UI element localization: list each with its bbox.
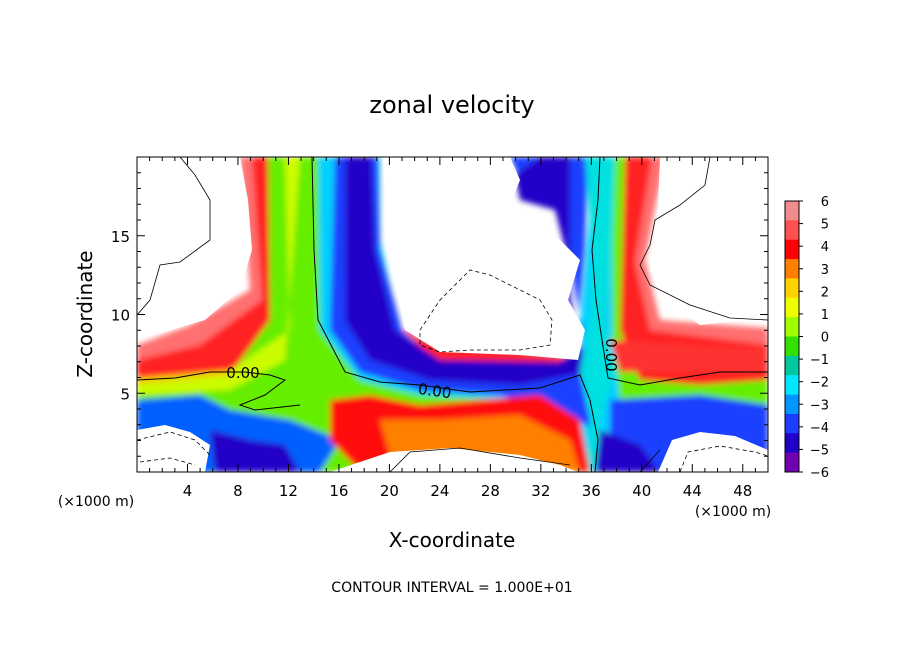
colorbar-label: −4 xyxy=(810,421,829,436)
colorbar-swatch xyxy=(785,413,799,434)
field-right-jet xyxy=(580,157,615,472)
y-tick-label: 5 xyxy=(120,385,130,403)
colorbar-label: 2 xyxy=(821,285,829,300)
x-tick-label: 36 xyxy=(582,482,601,500)
colorbar-label: 6 xyxy=(821,195,829,210)
x-tick-label: 40 xyxy=(632,482,651,500)
colorbar-swatch xyxy=(785,433,799,454)
colorbar-swatch xyxy=(785,297,799,318)
colorbar-label: −5 xyxy=(810,443,829,458)
colorbar-swatch xyxy=(785,336,799,357)
x-tick-label: 16 xyxy=(329,482,348,500)
plot-area: 0.00 0.00 0.00 4 8 12 16 20 24 28 32 36 40 44 48510… xyxy=(111,156,769,500)
x-tick-label: 20 xyxy=(380,482,399,500)
colorbar-swatch xyxy=(785,259,799,279)
colorbar-swatch xyxy=(785,452,799,473)
colorbar-label: 0 xyxy=(821,331,829,346)
contour-thin-bottom-center xyxy=(389,447,571,472)
x-tick-label: 8 xyxy=(233,482,243,500)
y-tick-label: 10 xyxy=(111,307,130,325)
contour-thin-upper-left xyxy=(137,157,211,316)
colorbar-label: −2 xyxy=(810,376,829,391)
colorbar-label: −6 xyxy=(810,466,829,481)
contour-dashed-bottom-left xyxy=(137,431,211,456)
colorbar-swatch xyxy=(785,375,799,396)
field-white-bottom-center xyxy=(330,448,578,472)
heatmap-field: 0.00 0.00 0.00 xyxy=(137,157,768,472)
colorbar-label: 4 xyxy=(821,240,829,255)
field-lower-left-navy xyxy=(210,430,300,472)
x-tick-label: 44 xyxy=(683,482,702,500)
colorbar-label: 1 xyxy=(821,308,829,323)
y-unit-label: (×1000 m) xyxy=(58,494,134,510)
x-tick-label: 4 xyxy=(183,482,193,500)
colorbar-label: −3 xyxy=(810,398,829,413)
colorbar-swatch xyxy=(785,278,799,299)
contour-dashed-bottom-left-2 xyxy=(139,457,196,466)
y-axis-label: Z-coordinate xyxy=(73,250,97,377)
x-tick-label: 24 xyxy=(430,482,449,500)
colorbar-label: 5 xyxy=(821,218,829,233)
contour-label-right: 0.00 xyxy=(602,338,620,371)
zero-contour-left xyxy=(311,157,599,472)
x-tick-label: 28 xyxy=(481,482,500,500)
field-right-red-band xyxy=(610,340,768,372)
x-tick-label: 32 xyxy=(531,482,550,500)
field-white-upper-right xyxy=(650,157,768,325)
field-white-bottom-right xyxy=(658,432,768,472)
contour-labels: 0.00 0.00 0.00 xyxy=(226,338,620,402)
field-blue-core xyxy=(345,157,590,385)
contour-dashed-bottom-right xyxy=(679,445,768,472)
y-tick-label: 15 xyxy=(111,228,130,246)
colorbar-label: −1 xyxy=(810,353,829,368)
field-white-upper-left xyxy=(137,157,252,340)
chart-title: zonal velocity xyxy=(369,91,534,119)
colorbar-swatch xyxy=(785,317,799,337)
zero-contour-right xyxy=(591,157,768,386)
contour-thin-bottom-right xyxy=(639,449,661,472)
colorbar-swatch xyxy=(785,201,799,221)
contour-lines xyxy=(137,157,768,472)
zero-contour-lower xyxy=(137,371,301,411)
colorbar-swatch xyxy=(785,239,799,260)
colorbar-swatch xyxy=(785,220,799,241)
colorbar-swatch xyxy=(785,355,799,376)
x-axis-label: X-coordinate xyxy=(389,528,516,552)
field-lower-right-navy xyxy=(595,430,660,472)
colorbar: 6 5 4 3 2 1 0 −1 −2 −3 −4 −5 −6 xyxy=(784,195,829,481)
contour-dashed-middle xyxy=(419,269,553,353)
x-unit-label: (×1000 m) xyxy=(695,504,771,520)
colorbar-label: 3 xyxy=(821,263,829,278)
x-tick-label: 12 xyxy=(279,482,298,500)
colorbar-swatch xyxy=(785,394,799,415)
contour-interval-note: CONTOUR INTERVAL = 1.000E+01 xyxy=(331,580,572,596)
x-tick-label: 48 xyxy=(733,482,752,500)
contour-thin-upper-right xyxy=(639,157,768,321)
contour-label-left: 0.00 xyxy=(226,364,259,382)
contour-label-middle: 0.00 xyxy=(417,380,453,402)
